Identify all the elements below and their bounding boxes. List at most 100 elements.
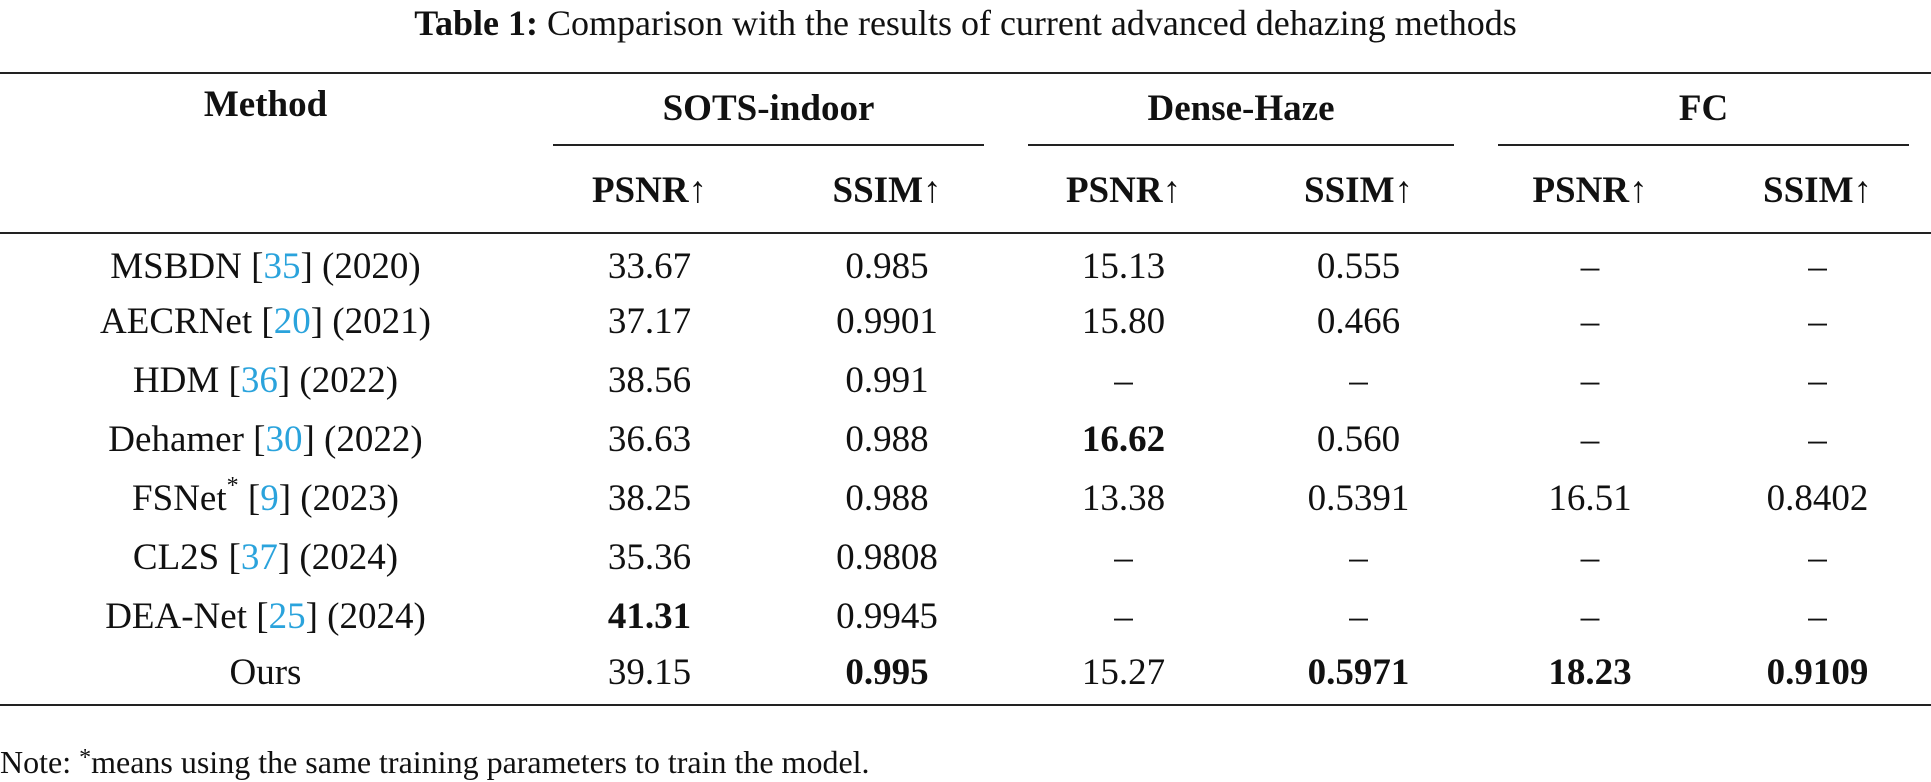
value-cell: 0.9901 xyxy=(836,301,938,342)
value-cell: – xyxy=(1808,419,1827,460)
value-cell: 0.560 xyxy=(1316,419,1401,460)
value-cell: – xyxy=(1808,537,1827,578)
method-year: (2024) xyxy=(327,596,426,637)
value-cell: – xyxy=(1580,596,1600,637)
method-name: Ours xyxy=(229,651,302,693)
value-cell: – xyxy=(1349,360,1368,401)
header-metric: SSIM↑ xyxy=(1704,149,1931,234)
caption-label: Table 1: xyxy=(414,3,538,43)
value-cell: – xyxy=(1580,537,1600,578)
caption-text: Comparison with the results of current a… xyxy=(537,3,1517,43)
table-row: AECRNet [20] (2021) 37.17 0.9901 15.80 0.466… xyxy=(0,292,1931,351)
method-cell: AECRNet [20] (2021) xyxy=(100,301,431,342)
comparison-table: Method SOTS-indoor Dense-Haze FC PSNR↑ S… xyxy=(0,72,1931,706)
method-year: (2023) xyxy=(300,478,399,519)
method-cell: HDM [36] (2022) xyxy=(132,360,399,401)
table-row: CL2S [37] (2024) 35.36 0.9808 – – – – xyxy=(0,528,1931,587)
citation-link[interactable]: 36 xyxy=(240,360,278,401)
value-cell: 16.62 xyxy=(1081,419,1166,460)
note-star: * xyxy=(79,745,92,771)
method-name: HDM xyxy=(132,360,220,401)
value-cell: 33.67 xyxy=(607,245,692,287)
value-cell: – xyxy=(1580,360,1600,401)
table-row: Dehamer [30] (2022) 36.63 0.988 16.62 0.560 –… xyxy=(0,410,1931,469)
header-metric: SSIM↑ xyxy=(768,149,1007,234)
value-cell: 13.38 xyxy=(1081,478,1166,519)
value-cell: – xyxy=(1580,245,1600,287)
header-group-fc: FC xyxy=(1476,73,1931,149)
table-row: HDM [36] (2022) 38.56 0.991 – – – – xyxy=(0,351,1931,410)
asterisk: * xyxy=(226,473,239,499)
note-text: means using the same training parameters… xyxy=(91,744,870,780)
value-cell: 0.5971 xyxy=(1307,651,1410,693)
value-cell: 18.23 xyxy=(1548,651,1632,693)
method-cell: FSNet* [9] (2023) xyxy=(132,473,399,519)
header-metric: SSIM↑ xyxy=(1241,149,1477,234)
value-cell: 37.17 xyxy=(607,301,692,342)
value-cell: – xyxy=(1349,537,1368,578)
value-cell: – xyxy=(1114,360,1133,401)
header-method: Method xyxy=(203,84,328,125)
method-cell: Dehamer [30] (2022) xyxy=(108,419,423,460)
citation-link[interactable]: 35 xyxy=(263,245,301,287)
method-year: (2022) xyxy=(324,419,423,460)
value-cell: – xyxy=(1580,301,1600,342)
method-year: (2022) xyxy=(299,360,399,401)
value-cell: – xyxy=(1114,537,1133,578)
header-metric: PSNR↑ xyxy=(1476,149,1705,234)
value-cell: 0.466 xyxy=(1316,301,1401,342)
value-cell: 0.5391 xyxy=(1307,478,1410,519)
value-cell: 41.31 xyxy=(607,596,692,637)
method-cell: Ours xyxy=(0,646,531,705)
citation-link[interactable]: 25 xyxy=(268,596,306,637)
value-cell: 0.991 xyxy=(845,360,929,401)
header-metric: PSNR↑ xyxy=(1006,149,1242,234)
table-row: MSBDN [35] (2020) 33.67 0.985 15.13 0.555 – – xyxy=(0,233,1931,292)
value-cell: 0.555 xyxy=(1316,245,1401,287)
value-cell: 0.9808 xyxy=(836,537,938,578)
value-cell: – xyxy=(1349,596,1368,637)
citation-link[interactable]: 9 xyxy=(260,478,279,519)
value-cell: – xyxy=(1580,419,1600,460)
citation-link[interactable]: 30 xyxy=(265,419,303,460)
value-cell: 0.9109 xyxy=(1766,651,1869,693)
header-group-dense-haze: Dense-Haze xyxy=(1006,73,1476,149)
citation-link[interactable]: 37 xyxy=(240,537,278,578)
value-cell: 15.80 xyxy=(1081,301,1166,342)
method-year: (2020) xyxy=(322,245,421,287)
citation-link[interactable]: 20 xyxy=(273,301,311,342)
header-metric: PSNR↑ xyxy=(531,149,768,234)
header-group-sots: SOTS-indoor xyxy=(531,73,1006,149)
value-cell: – xyxy=(1808,301,1827,342)
value-cell: 0.988 xyxy=(845,419,929,460)
table-row: DEA-Net [25] (2024) 41.31 0.9945 – – – – xyxy=(0,587,1931,646)
value-cell: – xyxy=(1114,596,1133,637)
value-cell: 38.56 xyxy=(607,360,692,401)
value-cell: – xyxy=(1808,245,1827,287)
value-cell: 36.63 xyxy=(607,419,692,460)
value-cell: 35.36 xyxy=(607,537,692,578)
value-cell: 0.8402 xyxy=(1766,478,1869,519)
method-cell: CL2S [37] (2024) xyxy=(132,537,399,578)
method-name: FSNet xyxy=(132,478,227,519)
table-caption: Table 1: Comparison with the results of … xyxy=(0,0,1931,46)
method-name: Dehamer xyxy=(108,419,244,460)
value-cell: 16.51 xyxy=(1548,478,1632,519)
value-cell: 15.27 xyxy=(1081,651,1166,693)
value-cell: – xyxy=(1808,360,1827,401)
table-row: Ours 39.15 0.995 15.27 0.5971 18.23 0.9109 xyxy=(0,646,1931,705)
value-cell: 38.25 xyxy=(607,478,692,519)
method-year: (2021) xyxy=(332,301,431,342)
note-prefix: Note: xyxy=(0,744,80,780)
value-cell: 0.995 xyxy=(845,651,929,693)
method-name: AECRNet xyxy=(100,301,253,342)
table-row: FSNet* [9] (2023) 38.25 0.988 13.38 0.5391 16… xyxy=(0,469,1931,528)
value-cell: 15.13 xyxy=(1081,245,1166,287)
header-blank xyxy=(0,149,531,234)
value-cell: 39.15 xyxy=(607,651,692,693)
table-note: Note: *means using the same training par… xyxy=(0,742,870,782)
method-name: MSBDN xyxy=(110,245,242,287)
value-cell: 0.988 xyxy=(845,478,929,519)
method-year: (2024) xyxy=(299,537,399,578)
value-cell: 0.9945 xyxy=(836,596,938,637)
